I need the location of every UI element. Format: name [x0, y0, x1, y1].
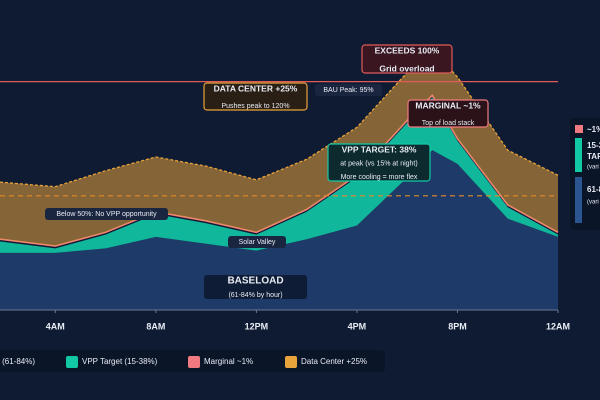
side-legend-swatch [575, 125, 583, 133]
side-legend-bg [570, 118, 600, 230]
annotation-box [203, 82, 308, 111]
annotation-text: Solar Valley [239, 239, 276, 246]
annotation-box [204, 275, 307, 299]
legend-text: Data Center +25% [301, 357, 367, 366]
side-legend-text: 15-3 [587, 141, 600, 150]
x-tick-label: 12AM [546, 321, 570, 331]
legend-swatch [188, 356, 200, 368]
annotation-box [315, 84, 382, 96]
side-legend-text: (vari [587, 165, 599, 171]
side-legend-text: TARG [587, 152, 600, 161]
annotation-text: DATA CENTER +25% [214, 83, 298, 93]
legend-text: VPP Target (15-38%) [82, 357, 158, 366]
area [0, 49, 558, 247]
side-legend-swatch [575, 138, 582, 172]
annotation-text: MARGINAL ~1% [415, 100, 481, 110]
area-edge [0, 48, 559, 188]
x-tick-label: 4PM [348, 321, 367, 331]
x-tick-label: 12PM [245, 321, 269, 331]
x-tick-label: 8AM [146, 321, 165, 331]
area [0, 97, 558, 253]
annotation-text: Below 50%: No VPP opportunity [56, 211, 157, 218]
legend-text: Marginal ~1% [204, 357, 253, 366]
legend-swatch [66, 356, 78, 368]
annotation-box [327, 143, 431, 182]
annotation-text: BAU Peak: 95% [323, 87, 373, 94]
side-legend-text: 61-8 [587, 185, 600, 194]
side-legend-text: (vari [587, 200, 599, 206]
annotation-text: (61-84% by hour) [228, 292, 282, 299]
side-legend-text: ~1% [587, 125, 600, 134]
side-legend-swatch [575, 177, 582, 223]
area [0, 150, 558, 310]
annotation-text: BASELOAD [227, 276, 283, 287]
x-tick-label: 8PM [448, 321, 467, 331]
annotation-box [45, 208, 168, 220]
annotation-box [228, 236, 286, 248]
annotation-text: Pushes peak to 120% [221, 103, 289, 110]
annotation-box [361, 44, 453, 74]
x-tick-label: 4AM [46, 321, 65, 331]
annotation-box [407, 99, 489, 128]
annotation-text: Grid overload [379, 63, 434, 73]
legend-swatch [285, 356, 297, 368]
annotation-text: EXCEEDS 100% [375, 45, 440, 55]
legend-text: Baseload (61-84%) [0, 357, 35, 366]
annotation-text: Top of load stack [422, 120, 475, 127]
annotation-text: at peak (vs 15% at night) [340, 160, 417, 167]
annotation-text: VPP TARGET: 38% [342, 144, 417, 154]
annotation-text: More cooling = more flex [341, 174, 418, 181]
